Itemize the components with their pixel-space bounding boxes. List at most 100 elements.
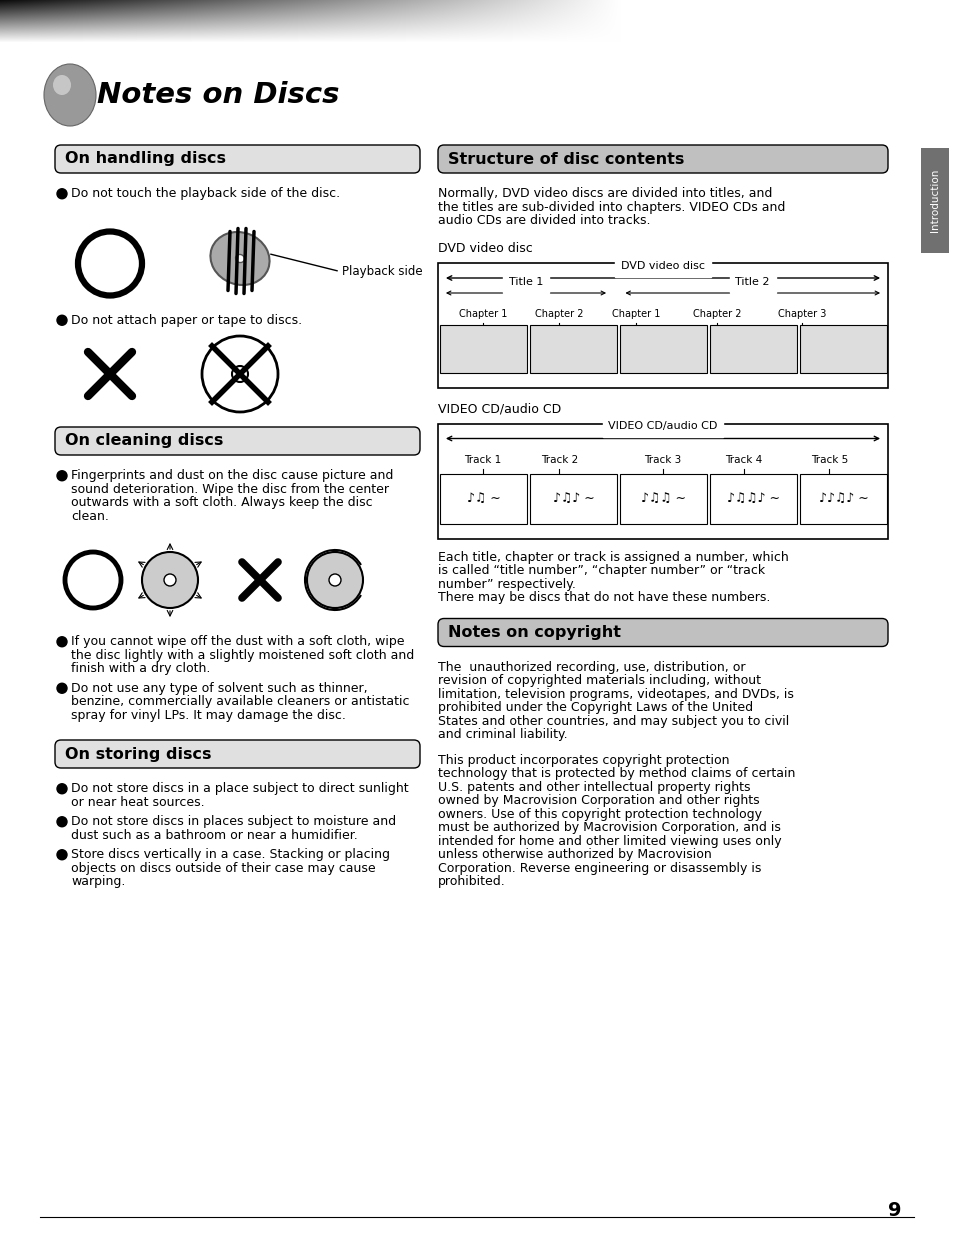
Text: Title 1: Title 1 [508,277,542,287]
Text: Chapter 1: Chapter 1 [611,309,659,319]
Circle shape [57,816,67,826]
Text: On cleaning discs: On cleaning discs [65,433,223,448]
Text: audio CDs are divided into tracks.: audio CDs are divided into tracks. [437,214,650,227]
Text: Store discs vertically in a case. Stacking or placing: Store discs vertically in a case. Stacki… [71,848,390,861]
Text: VIDEO CD/audio CD: VIDEO CD/audio CD [608,421,717,431]
Text: benzine, commercially available cleaners or antistatic: benzine, commercially available cleaners… [71,695,409,708]
Text: owned by Macrovision Corporation and other rights: owned by Macrovision Corporation and oth… [437,794,759,808]
Text: The  unauthorized recording, use, distribution, or: The unauthorized recording, use, distrib… [437,661,744,674]
Bar [439,325,526,373]
Bar [439,473,526,524]
Text: Chapter 3: Chapter 3 [778,309,826,319]
Text: Notes on copyright: Notes on copyright [448,625,620,640]
Text: Each title, chapter or track is assigned a number, which: Each title, chapter or track is assigned… [437,551,788,563]
Text: finish with a dry cloth.: finish with a dry cloth. [71,662,211,676]
Text: ♪♪♫♪ ∼: ♪♪♫♪ ∼ [818,492,867,505]
Text: VIDEO CD/audio CD: VIDEO CD/audio CD [437,403,560,415]
Text: ♪♫ ∼: ♪♫ ∼ [466,492,500,505]
Text: Track 5: Track 5 [810,456,847,466]
Text: technology that is protected by method claims of certain: technology that is protected by method c… [437,767,795,781]
Text: U.S. patents and other intellectual property rights: U.S. patents and other intellectual prop… [437,781,750,794]
Circle shape [57,637,67,647]
Text: Track 2: Track 2 [540,456,578,466]
Text: Playback side: Playback side [341,266,422,278]
Ellipse shape [44,64,96,126]
Text: Corporation. Reverse engineering or disassembly is: Corporation. Reverse engineering or disa… [437,862,760,874]
Text: Track 1: Track 1 [464,456,501,466]
Circle shape [57,189,67,199]
Text: or near heat sources.: or near heat sources. [71,795,204,809]
Text: must be authorized by Macrovision Corporation, and is: must be authorized by Macrovision Corpor… [437,821,781,835]
Text: Do not store discs in a place subject to direct sunlight: Do not store discs in a place subject to… [71,782,408,795]
Text: Chapter 1: Chapter 1 [458,309,507,319]
Text: warping.: warping. [71,876,125,888]
Text: the disc lightly with a slightly moistened soft cloth and: the disc lightly with a slightly moisten… [71,648,414,662]
Text: ♪♫♫♪ ∼: ♪♫♫♪ ∼ [726,492,780,505]
Bar [920,148,948,253]
Text: There may be discs that do not have these numbers.: There may be discs that do not have thes… [437,592,770,604]
Bar [619,473,706,524]
Bar [437,263,887,388]
Text: sound deterioration. Wipe the disc from the center: sound deterioration. Wipe the disc from … [71,483,389,495]
Text: limitation, television programs, videotapes, and DVDs, is: limitation, television programs, videota… [437,688,793,700]
Text: prohibited under the Copyright Laws of the United: prohibited under the Copyright Laws of t… [437,701,752,714]
Text: Introduction: Introduction [929,169,939,232]
Text: 9: 9 [887,1200,901,1219]
Text: revision of copyrighted materials including, without: revision of copyrighted materials includ… [437,674,760,687]
Circle shape [329,574,340,585]
FancyBboxPatch shape [437,144,887,173]
Text: ♪♫♪ ∼: ♪♫♪ ∼ [552,492,594,505]
Text: and criminal liability.: and criminal liability. [437,729,567,741]
Text: prohibited.: prohibited. [437,876,505,888]
Bar [530,473,617,524]
Ellipse shape [211,232,270,285]
Circle shape [202,336,277,412]
Text: Track 3: Track 3 [643,456,680,466]
Text: DVD video disc: DVD video disc [620,261,704,270]
Text: On storing discs: On storing discs [65,746,212,762]
Text: If you cannot wipe off the dust with a soft cloth, wipe: If you cannot wipe off the dust with a s… [71,635,404,648]
Bar [619,325,706,373]
Circle shape [164,574,175,585]
Text: Title 2: Title 2 [735,277,769,287]
Bar [530,325,617,373]
Text: Chapter 2: Chapter 2 [692,309,740,319]
FancyBboxPatch shape [55,144,419,173]
Text: Do not touch the playback side of the disc.: Do not touch the playback side of the di… [71,188,340,200]
Text: States and other countries, and may subject you to civil: States and other countries, and may subj… [437,715,788,727]
Circle shape [307,552,363,608]
Bar [800,473,886,524]
Circle shape [57,471,67,480]
Text: outwards with a soft cloth. Always keep the disc: outwards with a soft cloth. Always keep … [71,496,373,509]
Text: DVD video disc: DVD video disc [437,242,532,254]
Text: Track 4: Track 4 [724,456,761,466]
Text: Normally, DVD video discs are divided into titles, and: Normally, DVD video discs are divided in… [437,188,772,200]
Text: objects on discs outside of their case may cause: objects on discs outside of their case m… [71,862,375,874]
Text: On handling discs: On handling discs [65,152,226,167]
Bar [709,473,796,524]
Text: is called “title number”, “chapter number” or “track: is called “title number”, “chapter numbe… [437,564,764,577]
Text: Fingerprints and dust on the disc cause picture and: Fingerprints and dust on the disc cause … [71,469,393,482]
Text: Chapter 2: Chapter 2 [535,309,583,319]
Text: spray for vinyl LPs. It may damage the disc.: spray for vinyl LPs. It may damage the d… [71,709,346,721]
Text: unless otherwise authorized by Macrovision: unless otherwise authorized by Macrovisi… [437,848,711,861]
Text: ♪♫♫ ∼: ♪♫♫ ∼ [640,492,685,505]
Text: Do not use any type of solvent such as thinner,: Do not use any type of solvent such as t… [71,682,367,695]
Text: intended for home and other limited viewing uses only: intended for home and other limited view… [437,835,781,847]
Text: clean.: clean. [71,510,109,522]
Text: Do not attach paper or tape to discs.: Do not attach paper or tape to discs. [71,314,302,327]
Text: dust such as a bathroom or near a humidifier.: dust such as a bathroom or near a humidi… [71,829,357,842]
Text: Notes on Discs: Notes on Discs [97,82,339,109]
Circle shape [57,850,67,860]
Text: owners. Use of this copyright protection technology: owners. Use of this copyright protection… [437,808,761,821]
FancyBboxPatch shape [55,740,419,768]
Bar [800,325,886,373]
FancyBboxPatch shape [55,427,419,454]
Circle shape [57,315,67,325]
Circle shape [57,784,67,794]
Bar [709,325,796,373]
Text: number” respectively.: number” respectively. [437,578,576,590]
Text: This product incorporates copyright protection: This product incorporates copyright prot… [437,753,729,767]
Ellipse shape [53,75,71,95]
Circle shape [232,366,248,382]
